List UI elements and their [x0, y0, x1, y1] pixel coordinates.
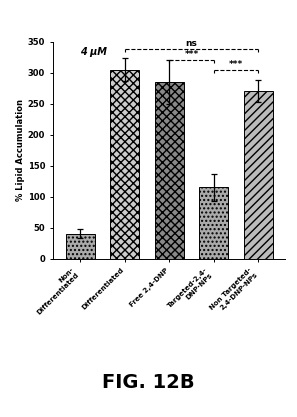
Bar	[199, 187, 228, 259]
Bar	[66, 234, 95, 259]
Y-axis label: % Lipid Accumulation: % Lipid Accumulation	[16, 99, 25, 201]
Text: ns: ns	[186, 39, 198, 48]
Text: FIG. 12B: FIG. 12B	[102, 373, 195, 392]
Text: 4 μM: 4 μM	[80, 47, 107, 57]
Bar	[110, 70, 139, 259]
Bar	[155, 82, 184, 259]
Text: ***: ***	[184, 50, 199, 59]
Bar	[244, 91, 273, 259]
Text: ***: ***	[229, 60, 243, 69]
